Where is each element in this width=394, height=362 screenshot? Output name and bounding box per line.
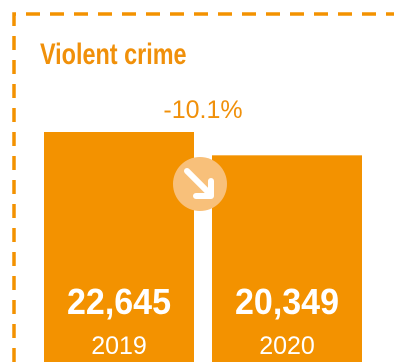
bar-2019 — [44, 132, 194, 362]
bars-layer: 22,645 2019 20,349 2020 — [44, 132, 362, 362]
bar-category-label: 2020 — [259, 332, 315, 360]
percent-change-label: -10.1% — [163, 96, 243, 124]
bar-value-label: 22,645 — [67, 281, 171, 322]
arrow-down-right-icon — [184, 168, 214, 199]
dashed-border — [12, 12, 394, 362]
trend-badge — [173, 157, 227, 211]
bar-category-label: 2019 — [91, 332, 147, 360]
bar-value-label: 20,349 — [235, 281, 339, 322]
chart-title: Violent crime — [40, 38, 187, 71]
bar-2020 — [212, 155, 362, 362]
